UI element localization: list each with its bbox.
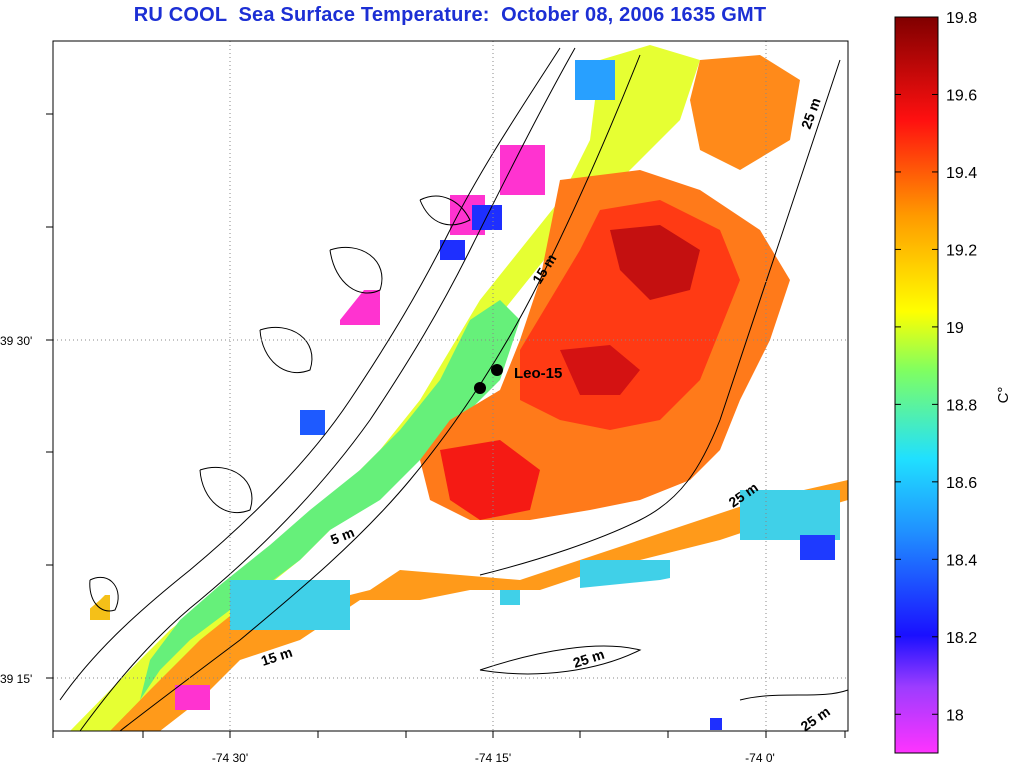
colorbar-tick-label: 18 — [946, 707, 964, 724]
graticule — [53, 41, 848, 731]
colorbar-tick-label: 19.4 — [946, 165, 977, 182]
sst-map: 39 30' 39 15' -74 30' -74 15' -74 0' Leo… — [0, 40, 849, 765]
sst-patch — [300, 410, 325, 435]
sst-region-coastal — [70, 45, 700, 731]
contour-25m — [479, 59, 841, 576]
station-label: Leo-15 — [514, 365, 562, 382]
sst-patch — [175, 685, 210, 710]
lon-label: -74 0' — [745, 751, 775, 765]
sst-patch — [230, 580, 350, 630]
colorbar-tick-label: 19.8 — [946, 10, 977, 27]
lon-label: -74 15' — [475, 751, 511, 765]
colorbar-gradient — [894, 16, 939, 754]
colorbar-tick-label: 18.6 — [946, 475, 977, 492]
sst-region-warm — [110, 42, 848, 731]
coastline-detail — [329, 246, 383, 294]
colorbar-ticks: 19.8 19.6 19.4 19.2 19 18.8 18.6 18.4 18.2 18 — [895, 10, 977, 724]
map-frame — [52, 40, 849, 732]
axis-ticks — [46, 113, 846, 738]
map-title: RU COOL Sea Surface Temperature: October… — [133, 4, 767, 26]
sst-patch — [500, 590, 520, 605]
station-marker[interactable] — [474, 382, 486, 394]
sst-region-core-2 — [560, 345, 640, 395]
sst-patch — [710, 718, 722, 730]
sst-region-ne — [690, 55, 800, 170]
colorbar-tick-label: 18.4 — [946, 552, 977, 569]
sst-region-hot-south — [440, 440, 540, 520]
coastline-detail — [419, 195, 471, 226]
colorbar-tick-label: 19 — [946, 320, 964, 337]
contour-25m-closed — [479, 645, 642, 675]
sst-patch — [800, 535, 835, 560]
coastline-detail — [199, 466, 253, 514]
contour-25m-se — [739, 689, 849, 701]
coastline-detail — [89, 576, 119, 612]
station-marker[interactable] — [491, 364, 503, 376]
lat-label: 39 15' — [0, 672, 32, 686]
sst-patch — [500, 145, 545, 195]
sst-patch — [440, 240, 465, 260]
lat-label: 39 30' — [0, 334, 32, 348]
contour-5m — [59, 47, 561, 701]
colorbar-tick-label: 19.2 — [946, 242, 977, 259]
contour-15m — [119, 54, 641, 732]
colorbar-tick-label: 18.2 — [946, 630, 977, 647]
contour-5m-b — [79, 47, 576, 732]
sst-patch — [472, 205, 502, 230]
no-data-region — [520, 560, 848, 731]
land-region — [53, 41, 560, 640]
bathymetry-contours — [59, 47, 849, 732]
sst-pixels — [53, 41, 848, 731]
colorbar-tick-label: 19.6 — [946, 87, 977, 104]
sst-patch — [575, 60, 615, 100]
sst-region-core — [610, 225, 700, 300]
colorbar-unit: C° — [995, 387, 1012, 404]
sst-patch — [740, 490, 840, 540]
lon-label: -74 30' — [212, 751, 248, 765]
coastline-detail — [259, 326, 313, 374]
colorbar-tick-label: 18.8 — [946, 397, 977, 414]
